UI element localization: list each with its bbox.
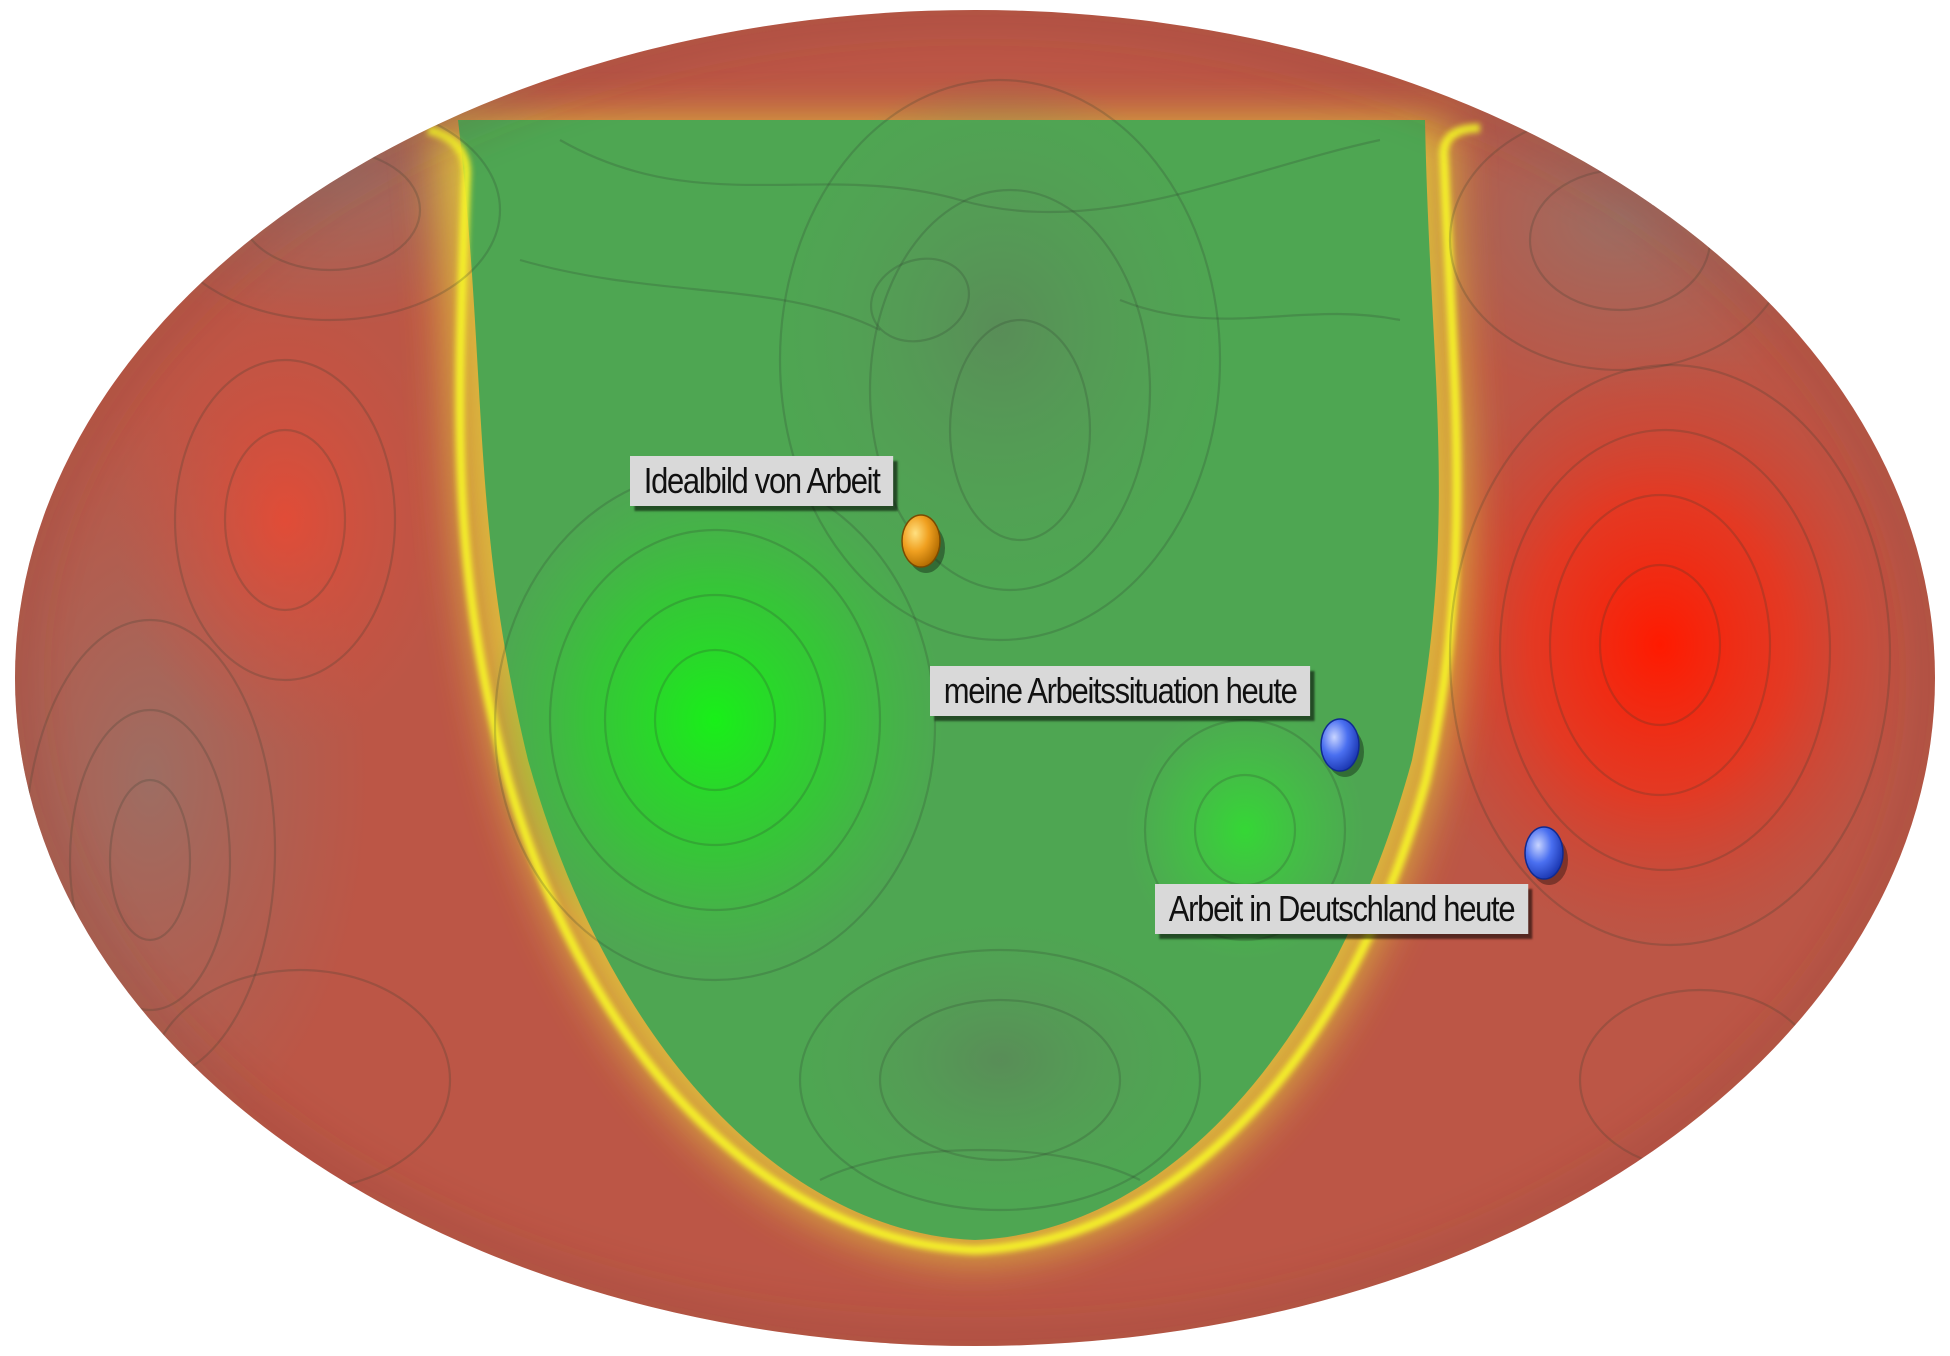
boundary-line: [426, 123, 1481, 1255]
bad-zone-left-peak: [115, 290, 455, 750]
marker-label-ideal: Idealbild von Arbeit: [630, 456, 894, 506]
marker-meine[interactable]: [1320, 718, 1364, 777]
good-zone-dull-lower: [800, 920, 1200, 1200]
marker-label-deutschland: Arbeit in Deutschland heute: [1155, 884, 1529, 934]
marker-label-meine: meine Arbeitssituation heute: [930, 666, 1311, 716]
marker-ideal[interactable]: [901, 514, 945, 573]
good-zone-peak: [485, 470, 945, 970]
bad-zone-right-peak: [1400, 345, 1920, 945]
marker-deutschland[interactable]: [1524, 826, 1568, 885]
